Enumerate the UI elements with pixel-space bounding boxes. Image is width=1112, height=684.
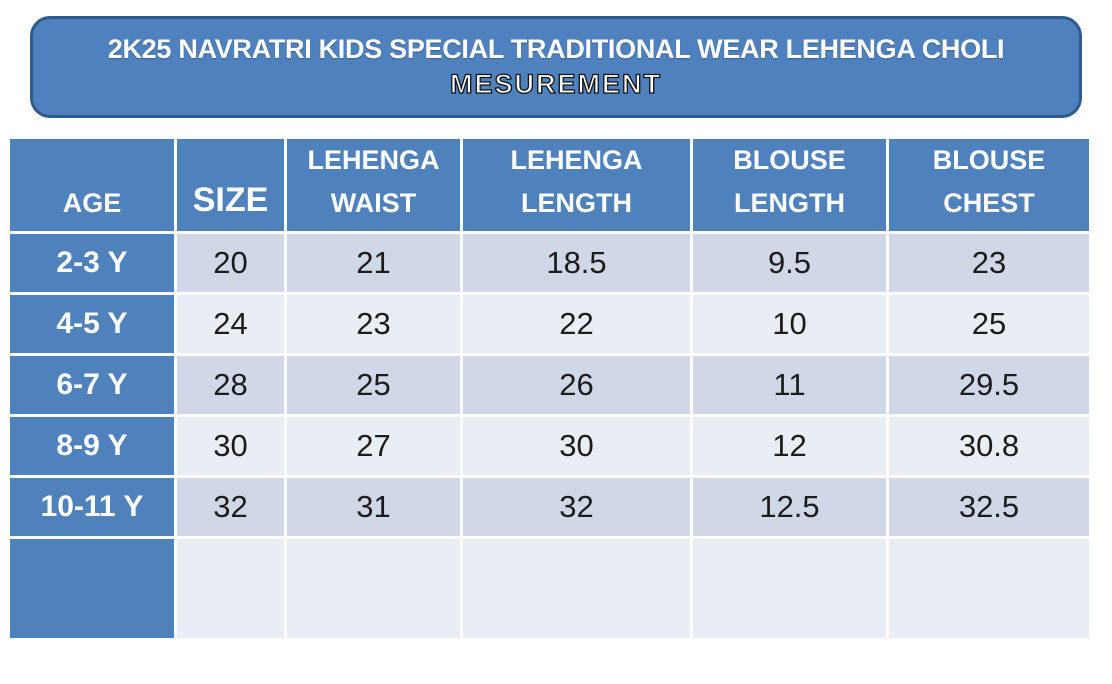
blouse-length-cell: 12 [693, 417, 886, 476]
empty-age-cell [10, 539, 174, 639]
lehenga-length-cell: 18.5 [463, 234, 690, 293]
lehenga-length-cell: 22 [463, 295, 690, 354]
size-cell: 24 [177, 295, 284, 354]
age-cell: 2-3 Y [10, 234, 174, 293]
empty-row [10, 539, 1089, 639]
lehenga-waist-cell: 21 [287, 234, 460, 293]
header-blouse-length: BLOUSE LENGTH [693, 139, 886, 232]
size-cell: 20 [177, 234, 284, 293]
row-4-5y: 4-5 Y 24 23 22 10 25 [10, 295, 1089, 354]
age-cell: 6-7 Y [10, 356, 174, 415]
empty-cell [287, 539, 460, 639]
blouse-length-cell: 10 [693, 295, 886, 354]
size-cell: 28 [177, 356, 284, 415]
header-size: SIZE [177, 139, 284, 232]
lehenga-waist-cell: 27 [287, 417, 460, 476]
header-lehenga-waist: LEHENGA WAIST [287, 139, 460, 232]
blouse-length-cell: 12.5 [693, 478, 886, 537]
age-cell: 4-5 Y [10, 295, 174, 354]
age-cell: 10-11 Y [10, 478, 174, 537]
header-lehenga-length: LEHENGA LENGTH [463, 139, 690, 232]
title-banner: 2K25 NAVRATRI KIDS SPECIAL TRADITIONAL W… [30, 16, 1082, 118]
lehenga-waist-cell: 25 [287, 356, 460, 415]
empty-cell [463, 539, 690, 639]
row-2-3y: 2-3 Y 20 21 18.5 9.5 23 [10, 234, 1089, 293]
size-cell: 32 [177, 478, 284, 537]
table-body: 2-3 Y 20 21 18.5 9.5 23 4-5 Y 24 23 22 1… [10, 234, 1089, 639]
lehenga-length-cell: 26 [463, 356, 690, 415]
blouse-chest-cell: 29.5 [889, 356, 1089, 415]
empty-cell [177, 539, 284, 639]
table-header: AGE SIZE LEHENGA WAIST LEHENGA LENGTH BL… [10, 139, 1089, 232]
banner-title: 2K25 NAVRATRI KIDS SPECIAL TRADITIONAL W… [107, 34, 1005, 64]
measurement-table: AGE SIZE LEHENGA WAIST LEHENGA LENGTH BL… [7, 136, 1092, 641]
lehenga-waist-cell: 23 [287, 295, 460, 354]
size-cell: 30 [177, 417, 284, 476]
blouse-chest-cell: 32.5 [889, 478, 1089, 537]
row-8-9y: 8-9 Y 30 27 30 12 30.8 [10, 417, 1089, 476]
header-blouse-chest: BLOUSE CHEST [889, 139, 1089, 232]
age-cell: 8-9 Y [10, 417, 174, 476]
blouse-chest-cell: 30.8 [889, 417, 1089, 476]
row-6-7y: 6-7 Y 28 25 26 11 29.5 [10, 356, 1089, 415]
blouse-length-cell: 11 [693, 356, 886, 415]
row-10-11y: 10-11 Y 32 31 32 12.5 32.5 [10, 478, 1089, 537]
blouse-chest-cell: 23 [889, 234, 1089, 293]
banner-subtitle: MESUREMENT [449, 68, 662, 99]
empty-cell [889, 539, 1089, 639]
blouse-length-cell: 9.5 [693, 234, 886, 293]
lehenga-waist-cell: 31 [287, 478, 460, 537]
header-age: AGE [10, 139, 174, 232]
empty-cell [693, 539, 886, 639]
header-row: AGE SIZE LEHENGA WAIST LEHENGA LENGTH BL… [10, 139, 1089, 232]
blouse-chest-cell: 25 [889, 295, 1089, 354]
lehenga-length-cell: 32 [463, 478, 690, 537]
lehenga-length-cell: 30 [463, 417, 690, 476]
